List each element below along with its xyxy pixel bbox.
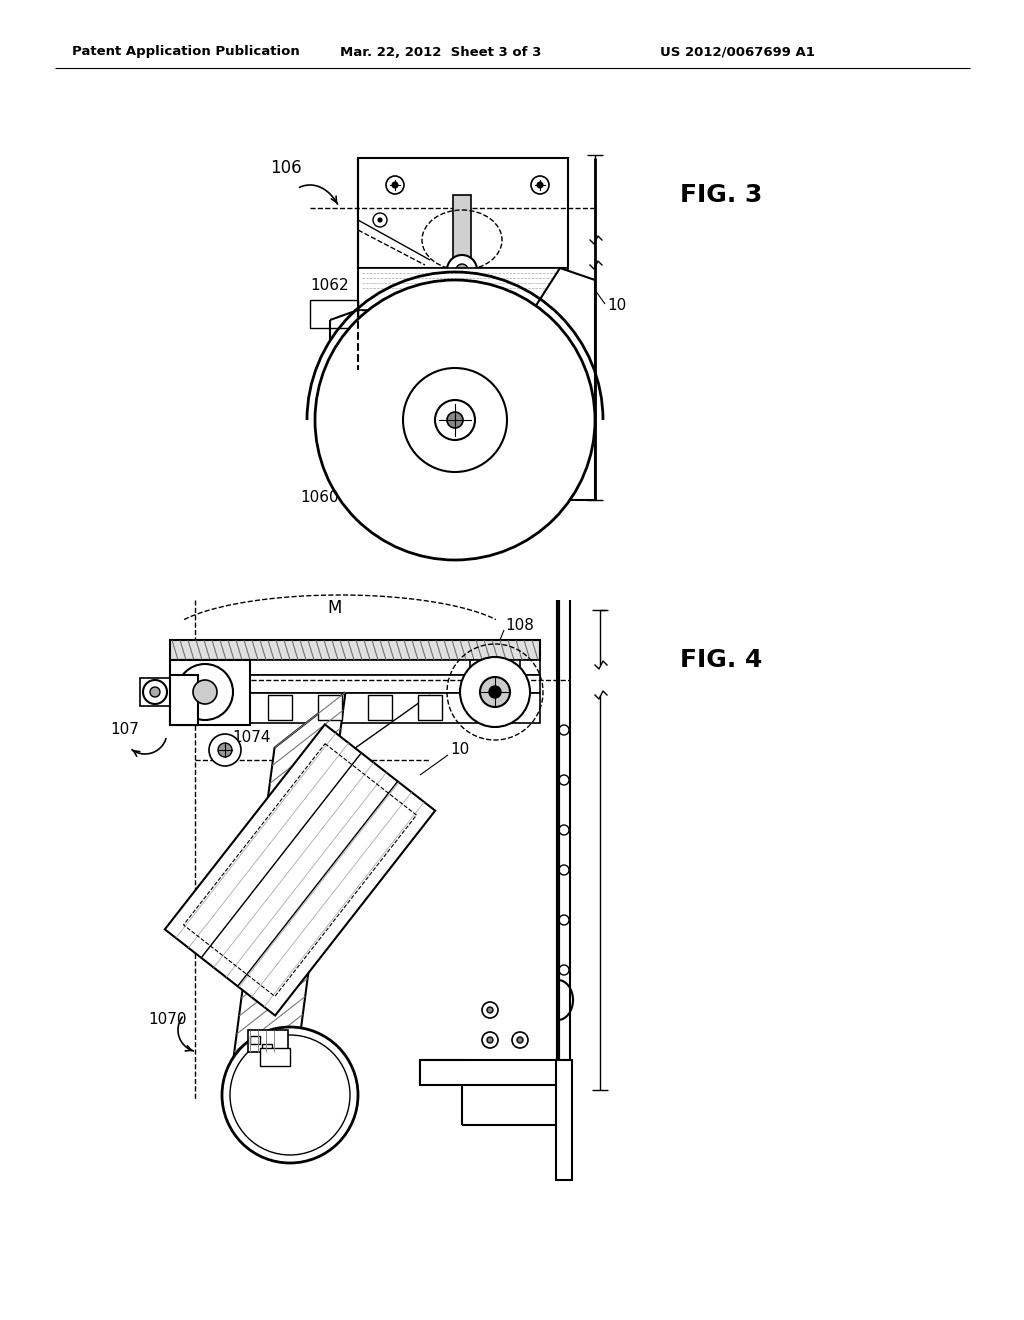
Circle shape	[487, 1038, 493, 1043]
Text: 10: 10	[607, 297, 627, 313]
Text: 1074: 1074	[232, 730, 270, 746]
Text: 1070: 1070	[148, 1012, 186, 1027]
Circle shape	[193, 680, 217, 704]
Bar	[170, 660, 250, 725]
Circle shape	[143, 680, 167, 704]
Text: 10: 10	[450, 742, 469, 758]
Bar	[556, 1060, 572, 1180]
Bar	[358, 158, 568, 268]
Circle shape	[447, 255, 477, 285]
Bar	[170, 660, 540, 675]
Text: 108: 108	[505, 618, 534, 632]
Circle shape	[517, 1038, 523, 1043]
Bar	[262, 1044, 272, 1052]
Circle shape	[209, 734, 241, 766]
Bar	[368, 696, 392, 719]
Bar	[358, 268, 568, 310]
Text: M: M	[328, 599, 342, 616]
Polygon shape	[450, 268, 595, 500]
Bar	[260, 1048, 290, 1067]
Circle shape	[177, 664, 233, 719]
Bar	[318, 696, 342, 719]
Text: 106: 106	[270, 158, 302, 177]
Text: 107: 107	[110, 722, 139, 738]
Text: FIG. 4: FIG. 4	[680, 648, 763, 672]
Polygon shape	[165, 725, 435, 1015]
Circle shape	[392, 182, 398, 187]
Bar	[310, 300, 358, 327]
Bar	[140, 678, 170, 706]
Bar	[250, 1036, 260, 1044]
Text: US 2012/0067699 A1: US 2012/0067699 A1	[660, 45, 815, 58]
Bar	[170, 640, 540, 660]
Bar	[420, 1060, 570, 1085]
Circle shape	[456, 264, 468, 276]
Bar	[170, 675, 198, 725]
Bar	[453, 195, 471, 271]
Circle shape	[537, 182, 543, 187]
Text: Mar. 22, 2012  Sheet 3 of 3: Mar. 22, 2012 Sheet 3 of 3	[340, 45, 542, 58]
Circle shape	[315, 280, 595, 560]
Bar	[170, 693, 540, 723]
Text: FIG. 3: FIG. 3	[680, 183, 763, 207]
Text: 1062: 1062	[310, 277, 348, 293]
Text: 1060: 1060	[300, 491, 339, 506]
Bar	[170, 675, 540, 693]
Text: 1072: 1072	[360, 847, 398, 862]
Circle shape	[487, 1007, 493, 1012]
Circle shape	[489, 686, 501, 698]
Bar	[470, 660, 520, 715]
Circle shape	[460, 657, 530, 727]
Circle shape	[378, 218, 382, 222]
Bar	[418, 696, 442, 719]
Circle shape	[218, 743, 232, 756]
Circle shape	[435, 400, 475, 440]
Text: Patent Application Publication: Patent Application Publication	[72, 45, 300, 58]
Polygon shape	[229, 692, 345, 1088]
Bar	[248, 1030, 288, 1052]
Circle shape	[150, 686, 160, 697]
Circle shape	[403, 368, 507, 473]
Bar	[268, 696, 292, 719]
Circle shape	[480, 677, 510, 708]
Bar	[274, 1052, 284, 1060]
Circle shape	[447, 412, 463, 428]
Circle shape	[222, 1027, 358, 1163]
